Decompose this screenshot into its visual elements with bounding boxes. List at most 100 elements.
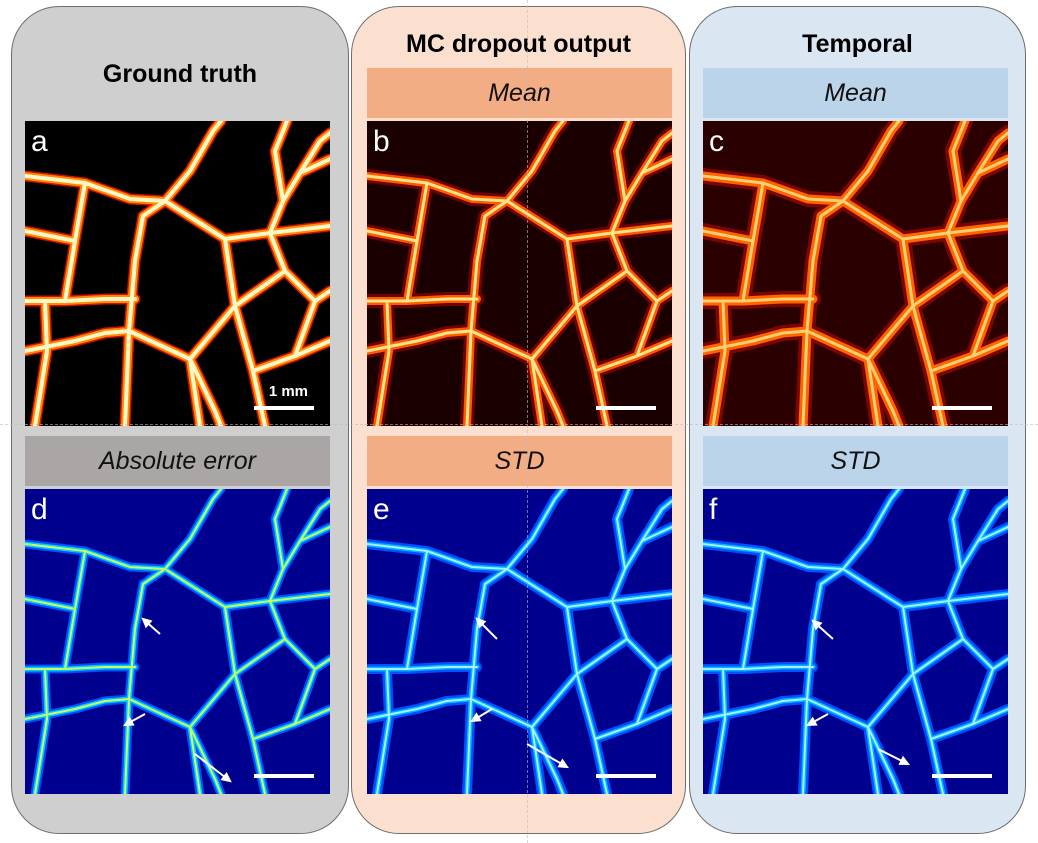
vessel-segment	[376, 668, 390, 794]
scale-bar	[596, 406, 656, 410]
vessel-segment	[223, 237, 267, 426]
vessel-segment	[189, 726, 201, 794]
vessel-segment	[902, 606, 944, 794]
temporal-std-label: STD	[703, 436, 1008, 486]
scale-bar	[254, 774, 314, 778]
ground-truth-title: Ground truth	[102, 60, 258, 88]
mc-mean-label: Mean	[367, 68, 672, 118]
vessel-segment	[299, 500, 330, 542]
vessel-segment	[164, 568, 330, 608]
vessel-segment	[164, 489, 222, 570]
vessel-segment	[947, 526, 1008, 602]
vessel-segment	[25, 297, 137, 303]
vessel-segment	[842, 568, 1008, 608]
vessel-segment	[505, 121, 565, 203]
vessel-segment	[867, 726, 900, 794]
panel-letter-c: c	[709, 125, 724, 158]
vessel-segment	[866, 357, 901, 426]
vessel-segment	[234, 638, 286, 675]
vessel-segment	[703, 598, 754, 610]
vessel-segment	[506, 489, 564, 570]
arrow-head	[475, 617, 487, 629]
vessel-segment	[531, 726, 564, 794]
vessel-segment	[703, 174, 845, 203]
vessel-segment	[34, 668, 48, 794]
vessel-segment	[616, 489, 630, 570]
vessel-segment	[566, 606, 608, 794]
vessel-segment	[640, 131, 672, 175]
panel-letter-d: d	[31, 493, 48, 526]
heatmap-e	[367, 489, 672, 794]
vessel-segment	[25, 229, 77, 243]
arrow-head	[811, 619, 823, 631]
panel-e-mc-std-image: e	[367, 489, 672, 794]
panel-f-temporal-std-image: f	[703, 489, 1008, 794]
vessel-segment	[188, 357, 202, 426]
vessel-map-a	[25, 121, 330, 426]
vessel-segment	[911, 269, 965, 308]
panel-b-mc-mean-image: b	[367, 121, 672, 426]
vessel-segment	[575, 269, 629, 308]
vessel-segment	[712, 668, 726, 794]
absolute-error-label: Absolute error	[25, 436, 330, 486]
vessel-segment	[912, 638, 964, 675]
vessel-segment	[802, 568, 844, 794]
arrow-head	[898, 755, 911, 766]
arrow-head	[220, 771, 232, 783]
vessel-segment	[611, 526, 672, 602]
vessel-segment	[163, 199, 330, 241]
vessel-segment	[901, 237, 945, 426]
scale-bar	[254, 406, 314, 410]
vessel-segment	[367, 698, 472, 720]
guide-line-horizontal	[0, 424, 1038, 425]
arrow-head	[122, 716, 135, 727]
vessel-segment	[375, 299, 391, 426]
vessel-segment	[25, 174, 167, 203]
panel-letter-f: f	[709, 493, 718, 526]
vessel-segment	[703, 229, 755, 243]
vessel-segment	[274, 489, 288, 570]
vessel-segment	[565, 237, 609, 426]
mc-std-label: STD	[367, 436, 672, 486]
mc-dropout-title: MC dropout output	[406, 30, 631, 58]
vessel-segment	[298, 131, 330, 175]
panel-d-absolute-error-image: d	[25, 489, 330, 794]
vessel-segment	[703, 329, 809, 353]
arrow-head	[557, 758, 569, 769]
vessel-segment	[867, 726, 879, 794]
vessel-segment	[367, 229, 419, 243]
vessel-segment	[506, 568, 672, 608]
vessel-segment	[25, 543, 166, 570]
vessel-segment	[841, 121, 901, 203]
arrow-head	[141, 617, 153, 629]
vessel-segment	[273, 121, 289, 203]
guide-line-vertical	[527, 0, 528, 843]
vessel-segment	[641, 500, 672, 542]
vessel-segment	[711, 299, 727, 426]
panel-a-ground-truth-image: a 1 mm	[25, 121, 330, 426]
vessel-segment	[224, 606, 266, 794]
vessel-segment	[841, 199, 1008, 241]
vessel-segment	[123, 199, 167, 426]
vessel-segment	[466, 568, 508, 794]
vessel-segment	[124, 568, 166, 794]
vessel-segment	[615, 121, 631, 203]
arrow-head	[470, 712, 482, 723]
vessel-segment	[367, 543, 508, 570]
vessel-segment	[367, 329, 473, 353]
vessel-segment	[976, 131, 1008, 175]
arrow-head	[805, 716, 818, 727]
temporal-mean-label: Mean	[703, 68, 1008, 118]
vessel-segment	[703, 698, 808, 720]
vessel-segment	[33, 299, 49, 426]
panel-letter-b: b	[373, 125, 390, 158]
vessel-segment	[610, 157, 672, 235]
vessel-segment	[703, 543, 844, 570]
scale-bar-label: 1 mm	[268, 383, 308, 400]
vessel-segment	[801, 199, 845, 426]
temporal-title: Temporal	[802, 30, 913, 58]
vessel-segment	[163, 121, 223, 203]
vessel-segment	[25, 329, 131, 353]
vessel-segment	[233, 269, 287, 308]
vessel-map-c	[703, 121, 1008, 426]
